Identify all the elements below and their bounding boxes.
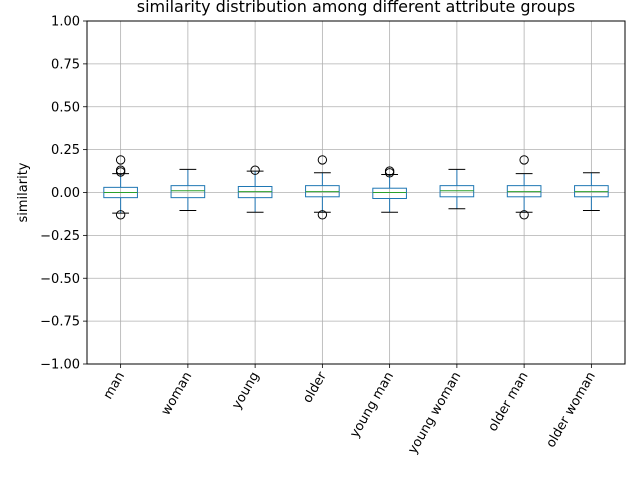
outlier-point xyxy=(115,167,126,177)
outlier-point xyxy=(115,155,126,165)
iqr-box xyxy=(170,185,206,199)
y-tick-label: 1.00 xyxy=(51,15,80,30)
x-tick-label: young man xyxy=(347,370,397,441)
box-group xyxy=(103,155,609,220)
outlier-point xyxy=(115,210,126,220)
outlier-point xyxy=(317,210,328,220)
y-tick-label: −0.50 xyxy=(40,272,80,287)
y-tick-label: 0.00 xyxy=(51,186,80,201)
box-plot-item xyxy=(439,168,475,210)
outlier-point xyxy=(384,168,395,178)
box-plot-item xyxy=(574,172,609,212)
y-tick-label: −1.00 xyxy=(40,358,80,373)
box-plot-item xyxy=(506,155,542,220)
outlier-point xyxy=(519,155,529,165)
y-tick-label: 0.50 xyxy=(51,100,80,115)
y-axis-label: similarity xyxy=(16,162,31,222)
x-tick-label: man xyxy=(101,370,128,403)
x-tick-label: older man xyxy=(486,370,532,435)
box-plot-item xyxy=(103,155,138,220)
y-tick-label: −0.25 xyxy=(40,229,80,244)
y-tick-label: −0.75 xyxy=(40,315,80,330)
x-tick-label: young woman xyxy=(405,370,464,457)
box-plot-item xyxy=(372,166,407,213)
y-axis-ticks: −1.00 −0.75 −0.50 −0.25 0.00 0.25 0.50 0.75 1.00 xyxy=(40,15,87,373)
x-tick-label: older woman xyxy=(543,370,598,451)
y-tick-label: 0.25 xyxy=(51,143,80,158)
x-tick-label: woman xyxy=(159,370,196,419)
box-plot-item xyxy=(237,165,273,213)
x-tick-label: young xyxy=(229,370,262,412)
chart-title: similarity distribution among different … xyxy=(137,0,575,16)
grid-lines xyxy=(87,20,625,365)
iqr-box xyxy=(372,187,407,200)
box-plot-item xyxy=(305,155,340,220)
x-axis-ticks: man woman young older young man young woman ol… xyxy=(101,364,599,457)
box-plot-item xyxy=(170,168,206,212)
x-tick-label: older xyxy=(300,369,330,406)
outlier-point xyxy=(519,210,529,220)
outlier-point xyxy=(317,155,328,165)
outlier-point xyxy=(250,165,260,175)
y-tick-label: 0.75 xyxy=(51,57,80,72)
